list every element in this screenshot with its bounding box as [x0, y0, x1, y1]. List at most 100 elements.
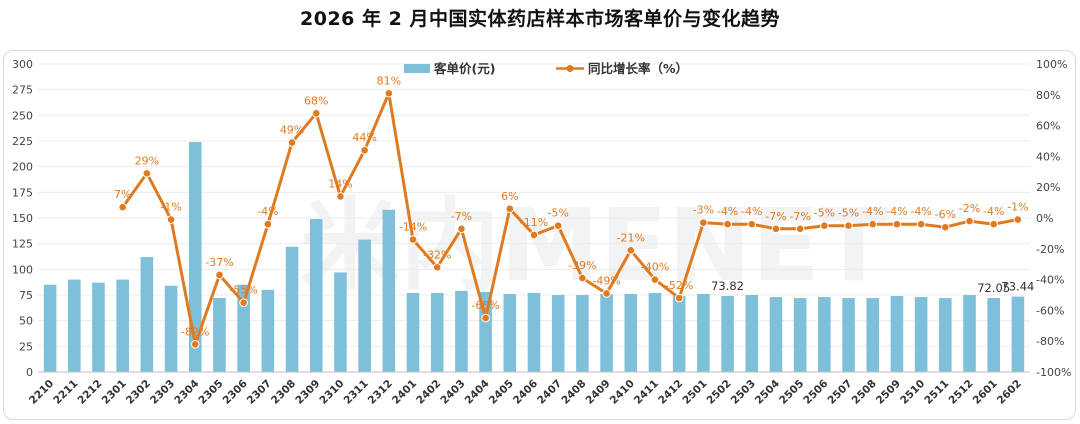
growth-label-2503: -4% — [741, 205, 762, 218]
growth-point-2306 — [239, 298, 248, 308]
growth-label-2309: 68% — [304, 94, 328, 107]
bar-2502 — [721, 296, 734, 372]
x-tick-2509: 2509 — [874, 378, 903, 407]
bar-2408 — [576, 295, 589, 372]
x-tick-2303: 2303 — [148, 378, 177, 407]
growth-point-2305 — [215, 270, 224, 280]
bar-2308 — [285, 246, 299, 372]
growth-point-2410 — [626, 246, 636, 255]
x-tick-2410: 2410 — [608, 378, 637, 407]
left-axis-tick: 100 — [12, 263, 33, 276]
growth-point-2512 — [965, 216, 974, 226]
x-tick-2511: 2511 — [922, 378, 951, 407]
x-tick-2403: 2403 — [438, 378, 467, 407]
bar-2410 — [624, 293, 638, 372]
legend-bar-swatch — [404, 64, 430, 73]
bar-2402 — [430, 292, 444, 372]
growth-point-2303 — [166, 215, 176, 224]
right-axis-tick: -80% — [1036, 335, 1064, 348]
growth-label-2410: -21% — [617, 231, 645, 244]
bar-2507 — [842, 298, 855, 372]
bar-2309 — [309, 219, 323, 372]
growth-label-2505: -7% — [789, 210, 810, 223]
growth-label-2512: -2% — [959, 202, 980, 215]
left-axis-tick: 250 — [12, 109, 33, 122]
x-tick-2210: 2210 — [27, 378, 56, 407]
bar-2310 — [334, 272, 347, 372]
x-tick-2211: 2211 — [51, 378, 80, 407]
growth-point-2509 — [892, 219, 902, 229]
bar-2407 — [551, 295, 565, 372]
growth-label-2402: -32% — [423, 248, 451, 261]
left-axis-tick: 175 — [12, 186, 33, 199]
growth-label-2409: -49% — [592, 274, 620, 287]
bar-label-2602: 73.44 — [1001, 280, 1034, 294]
bar-2212 — [92, 282, 105, 372]
x-tick-2309: 2309 — [293, 378, 322, 407]
x-tick-2401: 2401 — [390, 378, 419, 407]
growth-label-2305: -37% — [205, 256, 233, 269]
x-tick-2508: 2508 — [850, 378, 879, 407]
bar-2504 — [769, 297, 783, 372]
growth-point-2602 — [1013, 215, 1023, 224]
x-tick-2302: 2302 — [124, 378, 153, 407]
growth-label-2501: -3% — [693, 204, 714, 217]
bar-2508 — [866, 298, 880, 372]
growth-point-2310 — [336, 192, 345, 201]
growth-point-2404 — [481, 313, 490, 323]
growth-label-2508: -4% — [862, 205, 883, 218]
growth-label-2312: 81% — [377, 74, 401, 87]
growth-label-2308: 49% — [280, 124, 304, 137]
right-axis-tick: 100% — [1036, 58, 1067, 71]
right-axis-tick: 60% — [1036, 120, 1060, 133]
left-axis-tick: 200 — [12, 161, 33, 174]
right-axis-tick: -100% — [1036, 366, 1071, 379]
bar-2512 — [963, 295, 976, 372]
growth-point-2408 — [578, 273, 587, 283]
growth-label-2511: -6% — [935, 208, 956, 221]
growth-label-2403: -7% — [451, 210, 472, 223]
growth-point-2402 — [432, 262, 442, 272]
growth-label-2301: 7% — [114, 188, 131, 201]
x-tick-2412: 2412 — [656, 378, 685, 407]
growth-point-2403 — [457, 224, 466, 234]
x-tick-2409: 2409 — [584, 378, 613, 407]
growth-label-2304: -82% — [181, 325, 209, 338]
bar-2411 — [648, 292, 662, 372]
x-tick-2501: 2501 — [680, 378, 709, 407]
growth-point-2511 — [941, 222, 950, 232]
bar-2505 — [793, 298, 807, 372]
growth-point-2302 — [142, 169, 152, 178]
x-tick-2506: 2506 — [801, 378, 830, 407]
x-axis: 2210221122122301230223032304230523062307… — [27, 371, 1030, 407]
legend-line-label: 同比增长率（%） — [588, 61, 688, 76]
growth-point-2312 — [384, 88, 394, 98]
right-axis: -100% -80% -60% -40% -20% 0% 20% 40% 60% 80% 100% — [1036, 58, 1071, 379]
x-tick-2305: 2305 — [196, 378, 225, 407]
bar-2409 — [600, 293, 613, 372]
growth-point-2311 — [360, 145, 369, 155]
x-tick-2308: 2308 — [269, 378, 298, 407]
bar-2412 — [672, 296, 686, 372]
growth-label-2401: -14% — [399, 221, 427, 234]
bar-2401 — [406, 292, 420, 372]
right-axis-tick: 20% — [1036, 181, 1060, 194]
left-axis: 0 25 50 75 100 125 150 175 200 225 250 275 300 — [12, 58, 33, 379]
x-tick-2505: 2505 — [777, 378, 806, 407]
growth-label-2504: -7% — [765, 210, 786, 223]
bar-2509 — [890, 296, 904, 372]
x-tick-2404: 2404 — [463, 378, 492, 407]
bar-2503 — [745, 295, 759, 372]
growth-point-2601 — [989, 219, 999, 229]
growth-label-2302: 29% — [135, 154, 159, 167]
growth-point-2504 — [771, 224, 781, 234]
right-axis-tick: 80% — [1036, 89, 1060, 102]
legend[interactable]: 客单价(元) 同比增长率（%） — [404, 61, 688, 76]
line-series: 7% 29% -1% -82% -37% -55% -4% 49% 68% 14% 44% 81% -1… — [114, 74, 1029, 349]
bar-2304 — [188, 142, 202, 372]
legend-bar-label: 客单价(元) — [433, 61, 495, 76]
x-tick-2503: 2503 — [729, 378, 758, 407]
left-axis-tick: 225 — [12, 135, 33, 148]
bar-2305 — [213, 298, 226, 372]
